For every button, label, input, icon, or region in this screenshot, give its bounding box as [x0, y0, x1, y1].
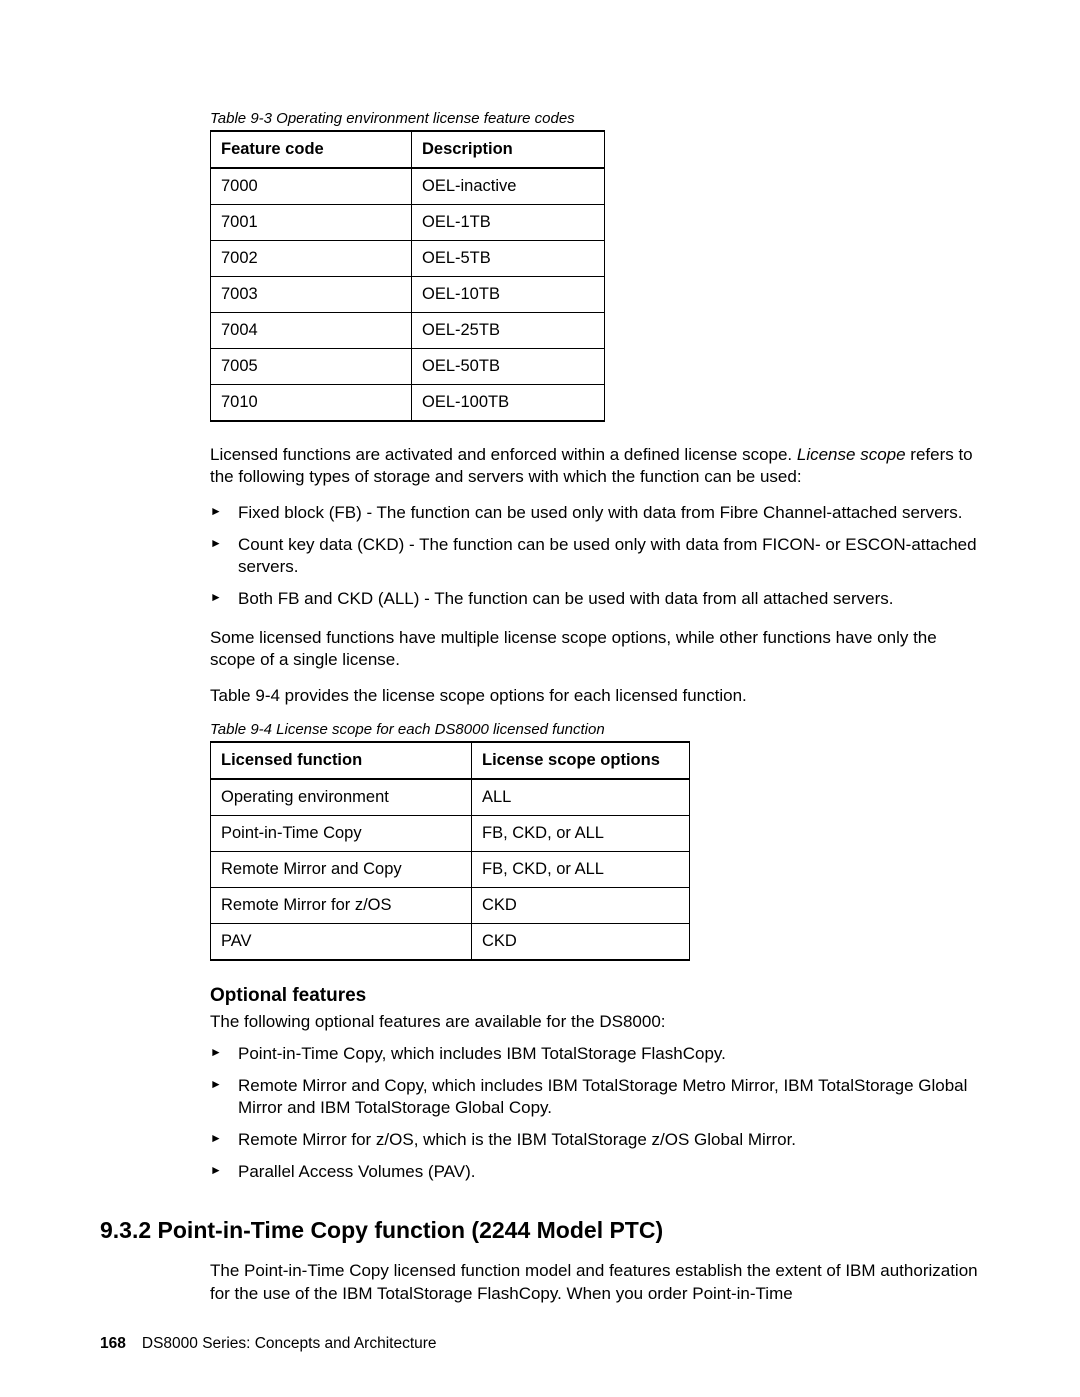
table-row: 7001OEL-1TB — [211, 205, 605, 241]
table-cell: 7010 — [211, 385, 412, 422]
table-cell: 7001 — [211, 205, 412, 241]
table-cell: OEL-100TB — [412, 385, 605, 422]
table-row: PAVCKD — [211, 923, 690, 960]
table-9-4-caption: Table 9-4 License scope for each DS8000 … — [210, 721, 980, 738]
paragraph-optional-intro: The following optional features are avai… — [210, 1011, 980, 1033]
table-cell: Remote Mirror for z/OS — [211, 887, 472, 923]
optional-features-list: Point-in-Time Copy, which includes IBM T… — [210, 1043, 980, 1183]
table-row: Remote Mirror for z/OSCKD — [211, 887, 690, 923]
table-row: Operating environmentALL — [211, 779, 690, 816]
list-item: Both FB and CKD (ALL) - The function can… — [210, 588, 980, 610]
table-row: 7010OEL-100TB — [211, 385, 605, 422]
table-cell: CKD — [472, 887, 690, 923]
table-cell: OEL-10TB — [412, 277, 605, 313]
t2-h1: License scope options — [472, 742, 690, 779]
table-cell: PAV — [211, 923, 472, 960]
table-9-3: Feature code Description 7000OEL-inactiv… — [210, 130, 605, 422]
list-item: Count key data (CKD) - The function can … — [210, 534, 980, 578]
paragraph-table-ref: Table 9-4 provides the license scope opt… — [210, 685, 980, 707]
table-cell: CKD — [472, 923, 690, 960]
table-cell: OEL-50TB — [412, 349, 605, 385]
t1-h0: Feature code — [211, 131, 412, 168]
paragraph-license-scope: Licensed functions are activated and enf… — [210, 444, 980, 488]
list-item: Fixed block (FB) - The function can be u… — [210, 502, 980, 524]
t2-h0: Licensed function — [211, 742, 472, 779]
table-cell: ALL — [472, 779, 690, 816]
table-row: 7005OEL-50TB — [211, 349, 605, 385]
table-cell: Remote Mirror and Copy — [211, 851, 472, 887]
scope-types-list: Fixed block (FB) - The function can be u… — [210, 502, 980, 610]
t1-h1: Description — [412, 131, 605, 168]
table-cell: 7005 — [211, 349, 412, 385]
list-item: Parallel Access Volumes (PAV). — [210, 1161, 980, 1183]
table-cell: 7000 — [211, 168, 412, 205]
table-cell: 7002 — [211, 241, 412, 277]
table-cell: OEL-1TB — [412, 205, 605, 241]
table-row: 7000OEL-inactive — [211, 168, 605, 205]
table-cell: 7004 — [211, 313, 412, 349]
table-row: 7004OEL-25TB — [211, 313, 605, 349]
optional-features-heading: Optional features — [210, 985, 980, 1007]
table-row: Point-in-Time CopyFB, CKD, or ALL — [211, 815, 690, 851]
table-cell: Point-in-Time Copy — [211, 815, 472, 851]
page-footer: 168 DS8000 Series: Concepts and Architect… — [100, 1335, 437, 1353]
table-cell: Operating environment — [211, 779, 472, 816]
table-cell: OEL-5TB — [412, 241, 605, 277]
para1a: Licensed functions are activated and enf… — [210, 445, 797, 464]
list-item: Remote Mirror for z/OS, which is the IBM… — [210, 1129, 980, 1151]
table-cell: FB, CKD, or ALL — [472, 815, 690, 851]
table-cell: OEL-25TB — [412, 313, 605, 349]
table-row: 7002OEL-5TB — [211, 241, 605, 277]
table-cell: OEL-inactive — [412, 168, 605, 205]
list-item: Point-in-Time Copy, which includes IBM T… — [210, 1043, 980, 1065]
table-row: Remote Mirror and CopyFB, CKD, or ALL — [211, 851, 690, 887]
table-cell: FB, CKD, or ALL — [472, 851, 690, 887]
page-number: 168 — [100, 1335, 126, 1352]
footer-title: DS8000 Series: Concepts and Architecture — [142, 1335, 437, 1352]
paragraph-multiple-scope: Some licensed functions have multiple li… — [210, 627, 980, 671]
section-9-3-2-heading: 9.3.2 Point-in-Time Copy function (2244 … — [100, 1217, 980, 1244]
table-9-3-caption: Table 9-3 Operating environment license … — [210, 110, 980, 127]
list-item: Remote Mirror and Copy, which includes I… — [210, 1075, 980, 1119]
para1b-italic: License scope — [797, 445, 906, 464]
table-row: 7003OEL-10TB — [211, 277, 605, 313]
table-cell: 7003 — [211, 277, 412, 313]
paragraph-ptc: The Point-in-Time Copy licensed function… — [210, 1260, 980, 1304]
table-9-4: Licensed function License scope options … — [210, 741, 690, 961]
